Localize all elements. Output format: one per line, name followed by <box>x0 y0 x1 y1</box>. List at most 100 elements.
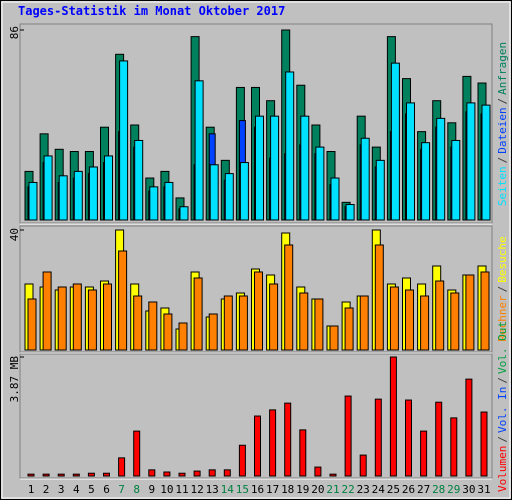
legend-separator: / <box>496 436 509 443</box>
bar <box>194 80 204 221</box>
bar <box>314 298 324 351</box>
y-tick-label: 3.87 MB <box>8 356 21 403</box>
bar <box>43 155 53 221</box>
bar <box>148 469 156 477</box>
x-tick-label: 10 <box>160 483 173 496</box>
x-tick-label: 25 <box>387 483 400 496</box>
bar <box>405 289 414 351</box>
bar <box>72 283 82 351</box>
bar <box>103 472 110 477</box>
bar <box>209 164 219 221</box>
bar <box>88 166 98 221</box>
bar <box>299 292 309 351</box>
chart-title: Tages-Statistik im Monat Oktober 2017 <box>18 4 285 18</box>
bar <box>389 286 399 351</box>
bar <box>450 292 460 351</box>
bar <box>465 378 473 477</box>
legend-separator: / <box>496 377 509 384</box>
bar <box>57 473 65 477</box>
bar <box>466 102 476 221</box>
legend-separator: / <box>496 157 509 164</box>
x-tick-label: 1 <box>28 483 35 496</box>
bar <box>149 186 159 221</box>
legend-entry: Anfragen <box>496 42 509 95</box>
bar <box>465 274 475 351</box>
bar <box>118 457 126 477</box>
legend-separator: / <box>496 98 509 105</box>
bar <box>255 115 264 221</box>
x-tick-label: 27 <box>417 483 430 496</box>
bar <box>58 175 68 221</box>
bar <box>87 472 95 477</box>
bar <box>284 402 292 477</box>
bar <box>451 139 461 221</box>
bar <box>238 295 248 351</box>
x-tick-label: 8 <box>133 483 140 496</box>
bar <box>133 430 141 477</box>
bar <box>27 298 37 351</box>
bar <box>239 162 249 221</box>
bar <box>87 289 97 351</box>
bar <box>28 181 38 221</box>
bar <box>390 62 400 221</box>
bar <box>42 473 50 477</box>
bar <box>344 395 352 477</box>
bar <box>329 473 337 477</box>
x-tick-label: 26 <box>402 483 415 496</box>
x-tick-label: 13 <box>206 483 219 496</box>
bar <box>164 181 174 221</box>
bar <box>223 295 233 351</box>
bar <box>193 470 201 477</box>
x-tick-label: 30 <box>462 483 475 496</box>
x-tick-label: 14 <box>221 483 235 496</box>
x-tick-label: 3 <box>58 483 65 496</box>
bar <box>42 271 52 351</box>
bar <box>163 313 173 351</box>
bar <box>133 295 143 351</box>
bar <box>374 244 384 351</box>
bar <box>208 313 218 351</box>
bar <box>119 60 129 221</box>
bar <box>344 307 354 351</box>
x-tick-label: 31 <box>477 483 490 496</box>
bar <box>163 471 171 477</box>
bar <box>285 71 295 221</box>
bar <box>284 244 294 351</box>
bar <box>450 417 458 477</box>
bar <box>480 411 488 477</box>
bar <box>435 280 445 351</box>
bar <box>208 469 216 477</box>
bar <box>406 102 415 221</box>
bar <box>299 429 307 477</box>
bar <box>420 295 430 351</box>
bar <box>27 473 35 477</box>
x-tick-label: 20 <box>311 483 324 496</box>
legend-entry: Volumen <box>496 446 509 492</box>
y-tick-label: 86 <box>8 26 21 39</box>
bar <box>481 104 491 221</box>
bar <box>73 170 83 221</box>
bar <box>300 115 310 221</box>
legend-entry: Rechner <box>496 295 509 342</box>
x-tick-label: 4 <box>73 483 80 496</box>
bar <box>421 142 431 221</box>
bar <box>480 271 490 351</box>
bar <box>178 472 186 477</box>
bar <box>178 322 188 351</box>
x-tick-label: 11 <box>175 483 188 496</box>
bar <box>315 146 325 221</box>
bar <box>329 325 339 351</box>
bar <box>57 286 67 351</box>
bar <box>193 277 203 351</box>
bar <box>330 177 340 221</box>
x-tick-label: 21 <box>326 483 339 496</box>
x-tick-label: 18 <box>281 483 294 496</box>
bar <box>360 137 370 221</box>
bar <box>134 139 144 221</box>
bar <box>179 206 189 221</box>
legend-entry: Dateien <box>496 107 509 153</box>
bar <box>223 469 231 477</box>
bar <box>374 398 382 477</box>
bar <box>103 283 112 351</box>
